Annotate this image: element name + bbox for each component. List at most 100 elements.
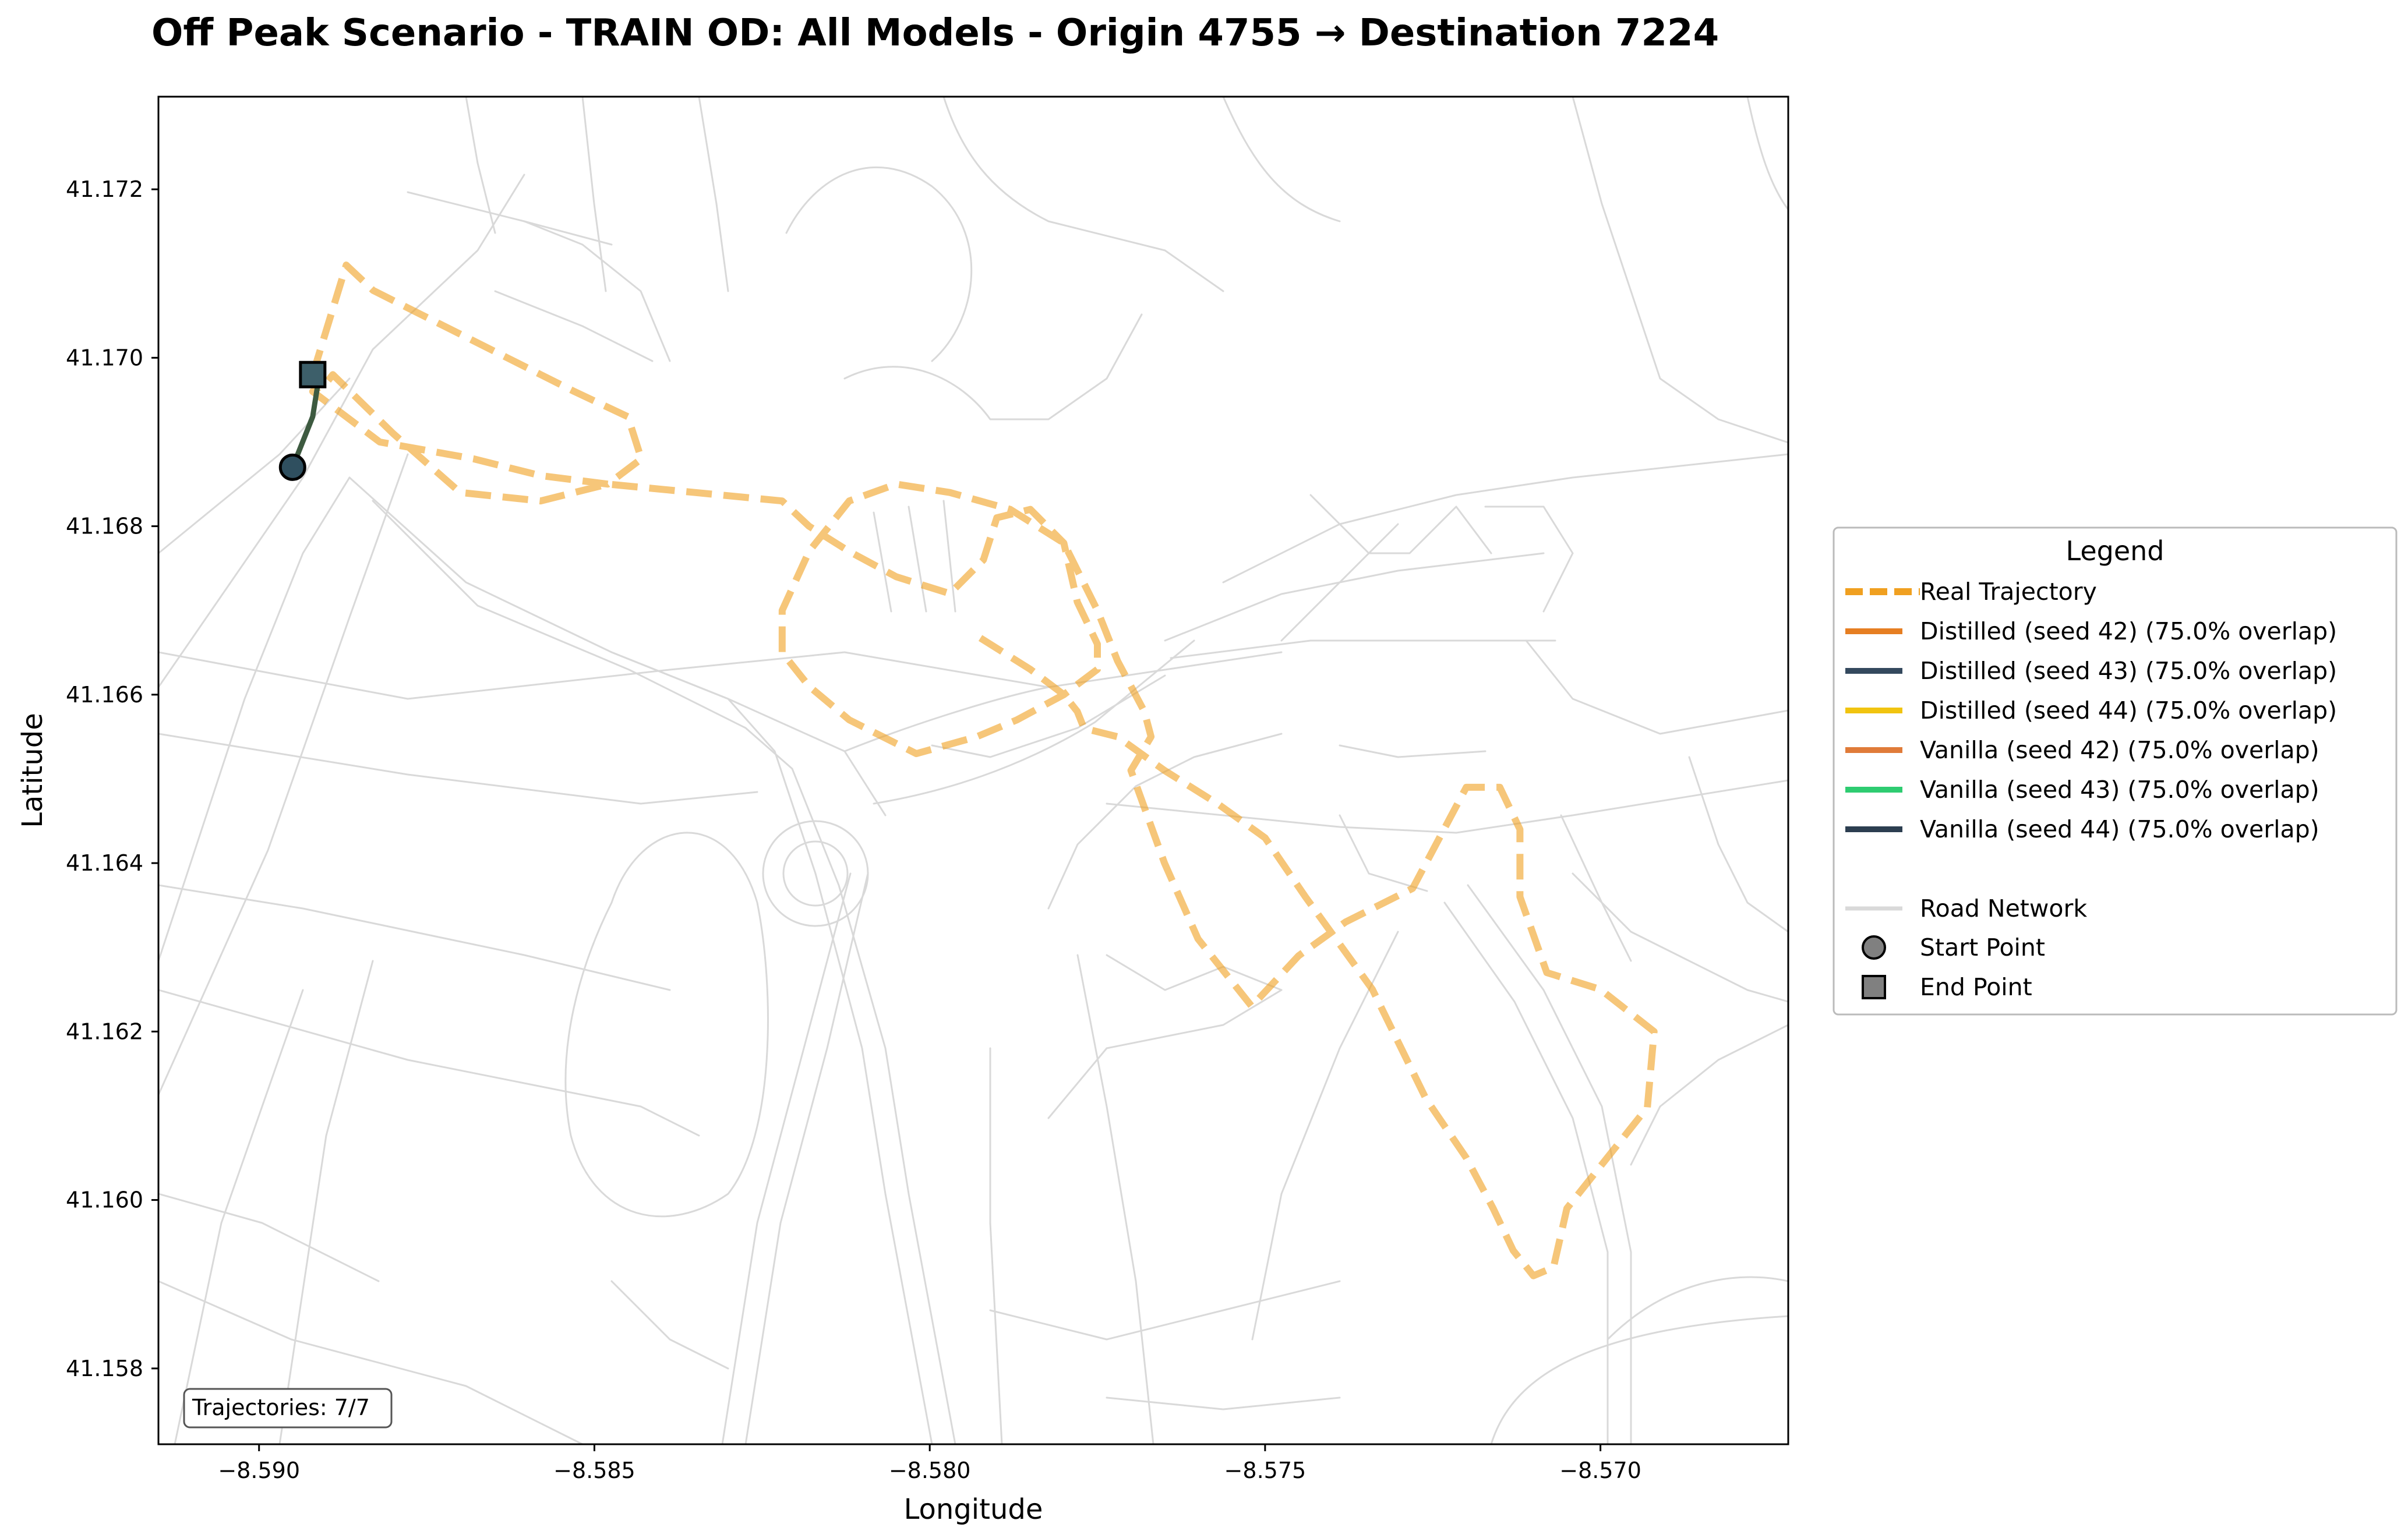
road (1560, 814, 1632, 962)
road (1106, 1396, 1341, 1410)
x-tick-label: −8.575 (1224, 1458, 1307, 1483)
road (158, 651, 1050, 700)
legend-item-end-point: End Point (1862, 973, 2032, 1001)
road (942, 97, 1224, 292)
road (158, 884, 671, 991)
road (1222, 97, 1341, 222)
road (782, 840, 849, 907)
plot-area[interactable]: Trajectories: 7/7 (157, 96, 1789, 1445)
legend-label-series: Distilled (seed 42) (75.0% overlap) (1920, 617, 2337, 645)
legend-series: Distilled (seed 42) (75.0% overlap) Disti… (1845, 617, 2337, 843)
road (1606, 1276, 1788, 1341)
road (158, 1280, 584, 1444)
road (158, 989, 700, 1137)
road (158, 377, 351, 554)
road (1572, 97, 1788, 444)
legend-item-series: Vanilla (seed 43) (75.0% overlap) (1845, 776, 2319, 804)
road (1047, 989, 1283, 1119)
road (873, 500, 956, 613)
legend-label-series: Vanilla (seed 44) (75.0% overlap) (1920, 815, 2319, 843)
legend-label-series: Distilled (seed 43) (75.0% overlap) (1920, 657, 2337, 685)
start-point-marker[interactable] (278, 453, 306, 481)
legend-label-road-network: Road Network (1920, 894, 2087, 922)
x-axis-label: Longitude (904, 1493, 1043, 1526)
legend-item-road-network: Road Network (1845, 894, 2087, 922)
road (989, 1280, 1341, 1341)
x-axis: −8.590 −8.585 −8.580 −8.575 −8.570 (218, 1444, 1641, 1483)
y-tick-label: 41.170 (66, 345, 143, 370)
road (843, 313, 1143, 420)
x-tick-label: −8.590 (218, 1458, 300, 1483)
road (1280, 523, 1399, 642)
road (494, 290, 654, 362)
y-axis-label: Latitude (16, 713, 49, 828)
road (989, 1047, 1003, 1444)
legend-swatch-end-point (1862, 975, 1886, 999)
road (174, 989, 304, 1444)
legend-label-end-point: End Point (1920, 973, 2032, 1001)
legend-label-series: Vanilla (seed 43) (75.0% overlap) (1920, 776, 2319, 804)
x-tick-label: −8.580 (889, 1458, 971, 1483)
legend-item-series: Vanilla (seed 44) (75.0% overlap) (1845, 815, 2319, 843)
road (1630, 1024, 1788, 1166)
road (1467, 884, 1632, 1444)
y-tick-label: 41.160 (66, 1187, 143, 1213)
road (1106, 779, 1788, 834)
road (1443, 901, 1609, 1444)
legend-item-start-point: Start Point (1862, 934, 2045, 961)
road (1309, 494, 1492, 554)
road (873, 639, 1195, 805)
model-trajectory-line (290, 374, 322, 468)
y-tick-label: 41.168 (66, 514, 143, 539)
road (523, 220, 671, 362)
road (1076, 954, 1154, 1444)
legend-label-real-trajectory: Real Trajectory (1920, 578, 2097, 606)
road (158, 733, 758, 805)
road (1746, 97, 1788, 211)
y-tick-label: 41.158 (66, 1356, 143, 1381)
plot-background (158, 97, 1788, 1444)
legend-swatch-start-point (1862, 935, 1886, 960)
road (581, 97, 607, 292)
legend-frame (1833, 526, 2398, 1016)
road (278, 960, 374, 1444)
legend-title: Legend (2066, 535, 2165, 567)
legend-label-start-point: Start Point (1920, 934, 2045, 961)
legend-item-real-trajectory: Real Trajectory (1845, 578, 2097, 606)
road (1484, 505, 1574, 613)
legend-item-series: Vanilla (seed 42) (75.0% overlap) (1845, 736, 2319, 764)
road (1222, 453, 1788, 584)
road (610, 1280, 729, 1370)
road (407, 191, 613, 246)
legend-label-series: Distilled (seed 44) (75.0% overlap) (1920, 696, 2337, 724)
road (158, 453, 409, 1096)
end-point-marker[interactable] (299, 360, 327, 388)
road (1170, 639, 1556, 659)
road (1106, 954, 1283, 991)
road (1339, 744, 1487, 758)
road (372, 500, 956, 1444)
road (698, 97, 729, 292)
trajectory-count-box: Trajectories: 7/7 (183, 1388, 393, 1429)
trajectory-count-text: Trajectories: 7/7 (192, 1395, 370, 1420)
road (1688, 756, 1788, 933)
y-tick-label: 41.172 (66, 176, 143, 202)
road (158, 1193, 380, 1282)
road (1490, 1315, 1788, 1444)
plot-frame (157, 96, 1789, 1445)
legend-item-series: Distilled (seed 43) (75.0% overlap) (1845, 657, 2337, 685)
x-tick-label: −8.585 (553, 1458, 635, 1483)
x-tick-label: −8.570 (1559, 1458, 1641, 1483)
road (721, 872, 852, 1444)
road (843, 651, 1283, 752)
y-tick-label: 41.164 (66, 850, 143, 876)
road (1525, 639, 1788, 735)
road (348, 476, 933, 1444)
road (744, 872, 869, 1444)
y-tick-label: 41.166 (66, 682, 143, 708)
legend-item-series: Distilled (seed 42) (75.0% overlap) (1845, 617, 2337, 645)
road (610, 651, 887, 816)
chart-title: Off Peak Scenario - TRAIN OD: All Models… (151, 12, 1719, 55)
y-tick-label: 41.162 (66, 1019, 143, 1044)
road (762, 820, 869, 927)
